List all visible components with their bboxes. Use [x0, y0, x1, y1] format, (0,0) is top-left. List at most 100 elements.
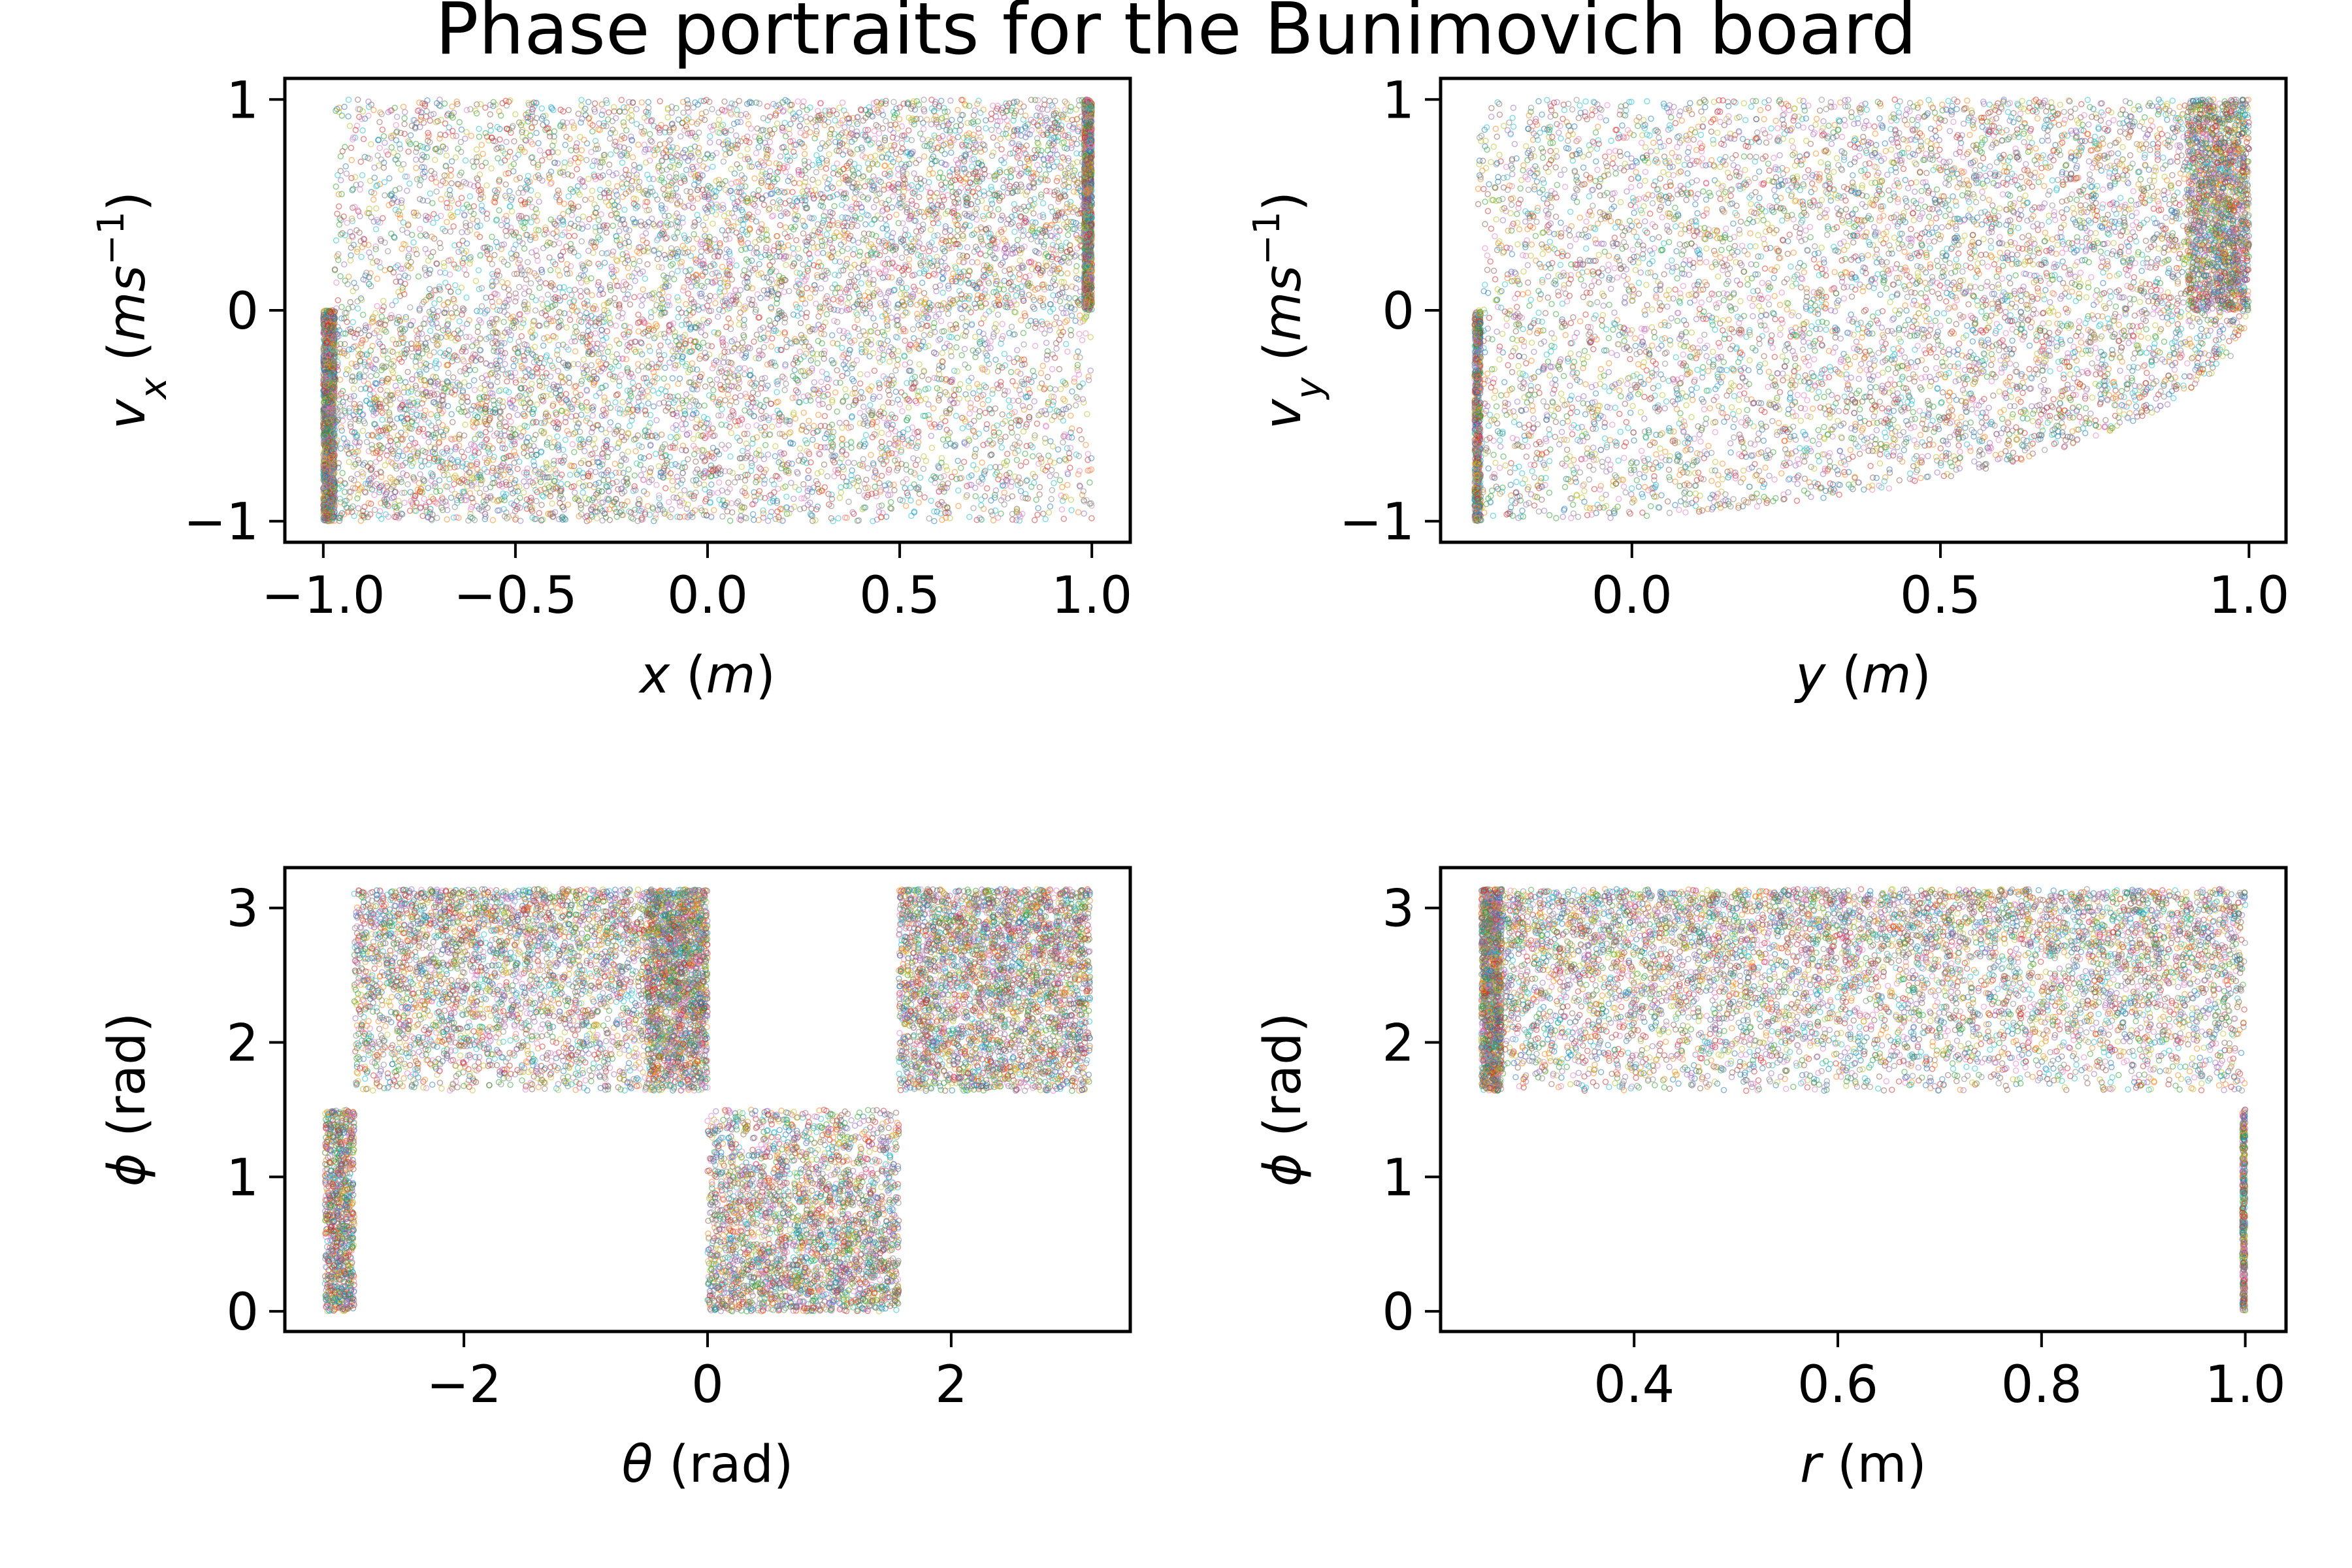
- scatter-point: [894, 457, 902, 463]
- scatter-point: [679, 477, 686, 483]
- scatter-point: [957, 381, 964, 387]
- scatter-point: [890, 376, 897, 383]
- scatter-point: [448, 411, 455, 417]
- scatter-point: [711, 507, 717, 514]
- scatter-point: [836, 419, 843, 426]
- scatter-point: [605, 476, 612, 483]
- scatter-point: [441, 472, 448, 478]
- scatter-point: [599, 517, 606, 524]
- scatter-point: [922, 344, 928, 351]
- scatter-point: [560, 446, 566, 453]
- scatter-point: [1054, 446, 1062, 453]
- scatter-point: [804, 310, 810, 316]
- scatter-point: [938, 318, 945, 325]
- scatter-point: [461, 453, 467, 461]
- scatter-point: [651, 335, 658, 342]
- scatter-point: [791, 410, 797, 416]
- scatter-point: [554, 351, 561, 358]
- scatter-point: [577, 392, 584, 399]
- scatter-point: [607, 419, 613, 426]
- scatter-point: [719, 406, 725, 412]
- scatter-point: [942, 417, 949, 425]
- scatter-point: [926, 331, 934, 338]
- scatter-point: [742, 365, 748, 372]
- scatter-point: [514, 412, 521, 418]
- scatter-point: [574, 423, 580, 430]
- scatter-point: [760, 469, 768, 476]
- scatter-point: [1008, 479, 1015, 485]
- scatter-point: [661, 510, 668, 517]
- scatter-point: [501, 427, 508, 434]
- scatter-point: [1015, 355, 1021, 362]
- scatter-point: [743, 350, 749, 357]
- scatter-point: [357, 400, 363, 408]
- scatter-point: [961, 346, 968, 352]
- scatter-point: [1049, 366, 1056, 372]
- scatter-point: [850, 361, 857, 368]
- scatter-point: [1027, 442, 1034, 449]
- scatter-point: [491, 453, 497, 460]
- scatter-point: [367, 373, 374, 380]
- scatter-point: [389, 336, 396, 343]
- scatter-point: [752, 497, 759, 504]
- scatter-point: [655, 463, 662, 470]
- scatter-point: [554, 433, 561, 440]
- scatter-point: [450, 474, 457, 481]
- scatter-point: [417, 457, 425, 464]
- scatter-point: [376, 455, 383, 462]
- scatter-point: [781, 375, 788, 382]
- scatter-point: [932, 424, 939, 431]
- scatter-point: [818, 378, 825, 385]
- scatter-point: [359, 337, 366, 344]
- scatter-point: [563, 324, 570, 331]
- scatter-point: [1064, 317, 1071, 324]
- scatter-point: [580, 489, 586, 496]
- scatter-point: [1086, 500, 1093, 507]
- scatter-point: [904, 396, 911, 402]
- scatter-point: [855, 474, 861, 481]
- scatter-point: [936, 363, 943, 369]
- scatter-point: [892, 333, 900, 340]
- scatter-point: [421, 458, 428, 465]
- scatter-point: [520, 316, 527, 323]
- scatter-point: [405, 389, 412, 396]
- scatter-point: [1087, 334, 1094, 340]
- scatter-point: [350, 319, 356, 325]
- scatter-point: [678, 447, 685, 453]
- scatter-point: [447, 448, 454, 455]
- scatter-point: [959, 425, 966, 432]
- scatter-point: [894, 313, 901, 319]
- scatter-point: [849, 390, 856, 397]
- scatter-point: [395, 314, 402, 320]
- scatter-point: [576, 480, 583, 487]
- scatter-point: [376, 489, 383, 496]
- scatter-point: [512, 369, 519, 376]
- scatter-point: [683, 506, 690, 512]
- scatter-point: [1041, 435, 1049, 442]
- scatter-point: [925, 385, 932, 392]
- scatter-point: [440, 408, 446, 415]
- scatter-point: [759, 376, 766, 382]
- scatter-point: [1088, 515, 1095, 521]
- scatter-point: [790, 412, 797, 418]
- scatter-point: [883, 319, 890, 325]
- scatter-point: [902, 440, 908, 447]
- scatter-point: [1021, 310, 1028, 317]
- scatter-point: [1020, 330, 1027, 336]
- scatter-point: [661, 334, 668, 341]
- scatter-point: [574, 401, 581, 408]
- scatter-point: [562, 419, 569, 425]
- scatter-point: [1047, 503, 1054, 510]
- scatter-point: [624, 498, 631, 505]
- scatter-point: [340, 399, 346, 405]
- scatter-point: [431, 349, 437, 355]
- scatter-point: [1013, 457, 1021, 463]
- scatter-point: [834, 340, 841, 347]
- scatter-point: [557, 500, 563, 506]
- scatter-point: [967, 400, 974, 406]
- scatter-point: [1014, 347, 1021, 353]
- scatter-point: [711, 329, 718, 336]
- scatter-point: [876, 393, 883, 400]
